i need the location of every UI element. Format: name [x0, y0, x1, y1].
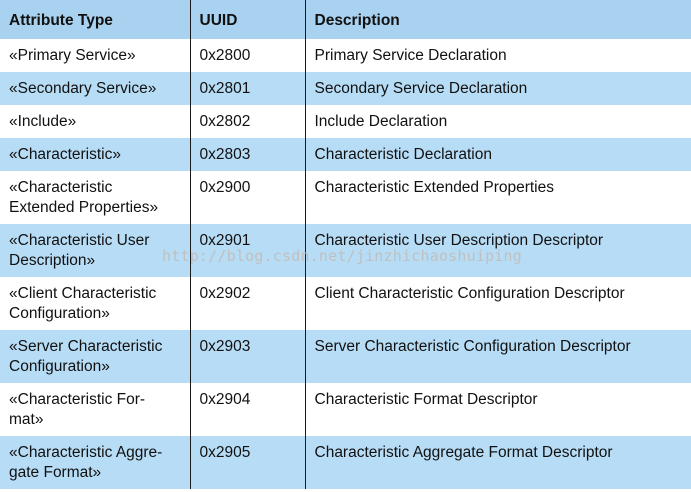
uuid-cell: 0x2904	[189, 383, 305, 436]
table-row: «Secondary Service» 0x2801 Secondary Ser…	[0, 72, 691, 105]
attribute-type-cell: «Characteristic Aggre-gate Format»	[0, 436, 190, 489]
description-cell: Primary Service Declaration	[304, 39, 691, 72]
description-cell: Secondary Service Declaration	[304, 72, 691, 105]
uuid-cell: 0x2903	[189, 330, 305, 383]
attribute-type-line: «Client Characteristic	[9, 285, 157, 302]
uuid-cell: 0x2902	[189, 277, 305, 330]
uuid-cell: 0x2803	[189, 138, 305, 171]
attribute-type-line: «Characteristic User	[9, 232, 150, 249]
uuid-cell: 0x2905	[189, 436, 305, 489]
table-row: «Primary Service» 0x2800 Primary Service…	[0, 39, 691, 72]
attribute-type-line: mat»	[9, 411, 44, 428]
description-cell: Characteristic Declaration	[304, 138, 691, 171]
attribute-type-cell: «Secondary Service»	[9, 80, 157, 97]
attribute-type-cell: «Characteristic User Description»	[0, 224, 190, 277]
description-cell: Characteristic User Description Descript…	[304, 224, 691, 277]
uuid-cell: 0x2901	[189, 224, 305, 277]
header-description: Description	[304, 0, 691, 39]
table-row: «Server Characteristic Configuration» 0x2…	[0, 330, 691, 383]
table-row: «Characteristic Aggre-gate Format» 0x290…	[0, 436, 691, 489]
header-row: Attribute Type UUID Description	[0, 0, 691, 39]
attribute-type-cell: «Characteristic Extended Properties»	[0, 171, 190, 224]
attribute-type-line: Configuration»	[9, 305, 110, 322]
attribute-type-cell: «Characteristic For-mat»	[0, 383, 190, 436]
attribute-type-line: «Characteristic Aggre-	[9, 444, 163, 461]
table-row: «Characteristic Extended Properties» 0x29…	[0, 171, 691, 224]
table-row: «Characteristic For-mat» 0x2904 Characte…	[0, 383, 691, 436]
attribute-type-line: Description»	[9, 252, 96, 269]
uuid-cell: 0x2801	[189, 72, 305, 105]
attribute-type-line: Extended Properties»	[9, 199, 159, 216]
description-cell: Include Declaration	[304, 105, 691, 138]
uuid-cell: 0x2900	[189, 171, 305, 224]
attribute-type-line: Configuration»	[9, 358, 110, 375]
attribute-type-cell: «Primary Service»	[9, 47, 136, 64]
description-cell: Characteristic Extended Properties	[304, 171, 691, 224]
attribute-type-cell: «Include»	[9, 113, 77, 130]
uuid-cell: 0x2802	[189, 105, 305, 138]
attribute-type-line: «Server Characteristic	[9, 338, 163, 355]
attribute-type-line: «Characteristic For-	[9, 391, 146, 408]
uuid-cell: 0x2800	[189, 39, 305, 72]
header-uuid: UUID	[189, 0, 305, 39]
attribute-type-cell: «Client Characteristic Configuration»	[0, 277, 190, 330]
attribute-type-cell: «Server Characteristic Configuration»	[0, 330, 190, 383]
attribute-type-line: «Characteristic	[9, 179, 113, 196]
description-cell: Client Characteristic Configuration Desc…	[304, 277, 691, 330]
table-row: «Include» 0x2802 Include Declaration	[0, 105, 691, 138]
description-cell: Characteristic Format Descriptor	[304, 383, 691, 436]
table-row: «Characteristic User Description» 0x2901 …	[0, 224, 691, 277]
description-cell: Server Characteristic Configuration Desc…	[304, 330, 691, 383]
header-attribute-type: Attribute Type	[9, 12, 113, 29]
table-row: «Characteristic» 0x2803 Characteristic D…	[0, 138, 691, 171]
attribute-type-line: gate Format»	[9, 464, 102, 481]
attribute-type-cell: «Characteristic»	[9, 146, 121, 163]
description-cell: Characteristic Aggregate Format Descript…	[304, 436, 691, 489]
table-row: «Client Characteristic Configuration» 0x2…	[0, 277, 691, 330]
